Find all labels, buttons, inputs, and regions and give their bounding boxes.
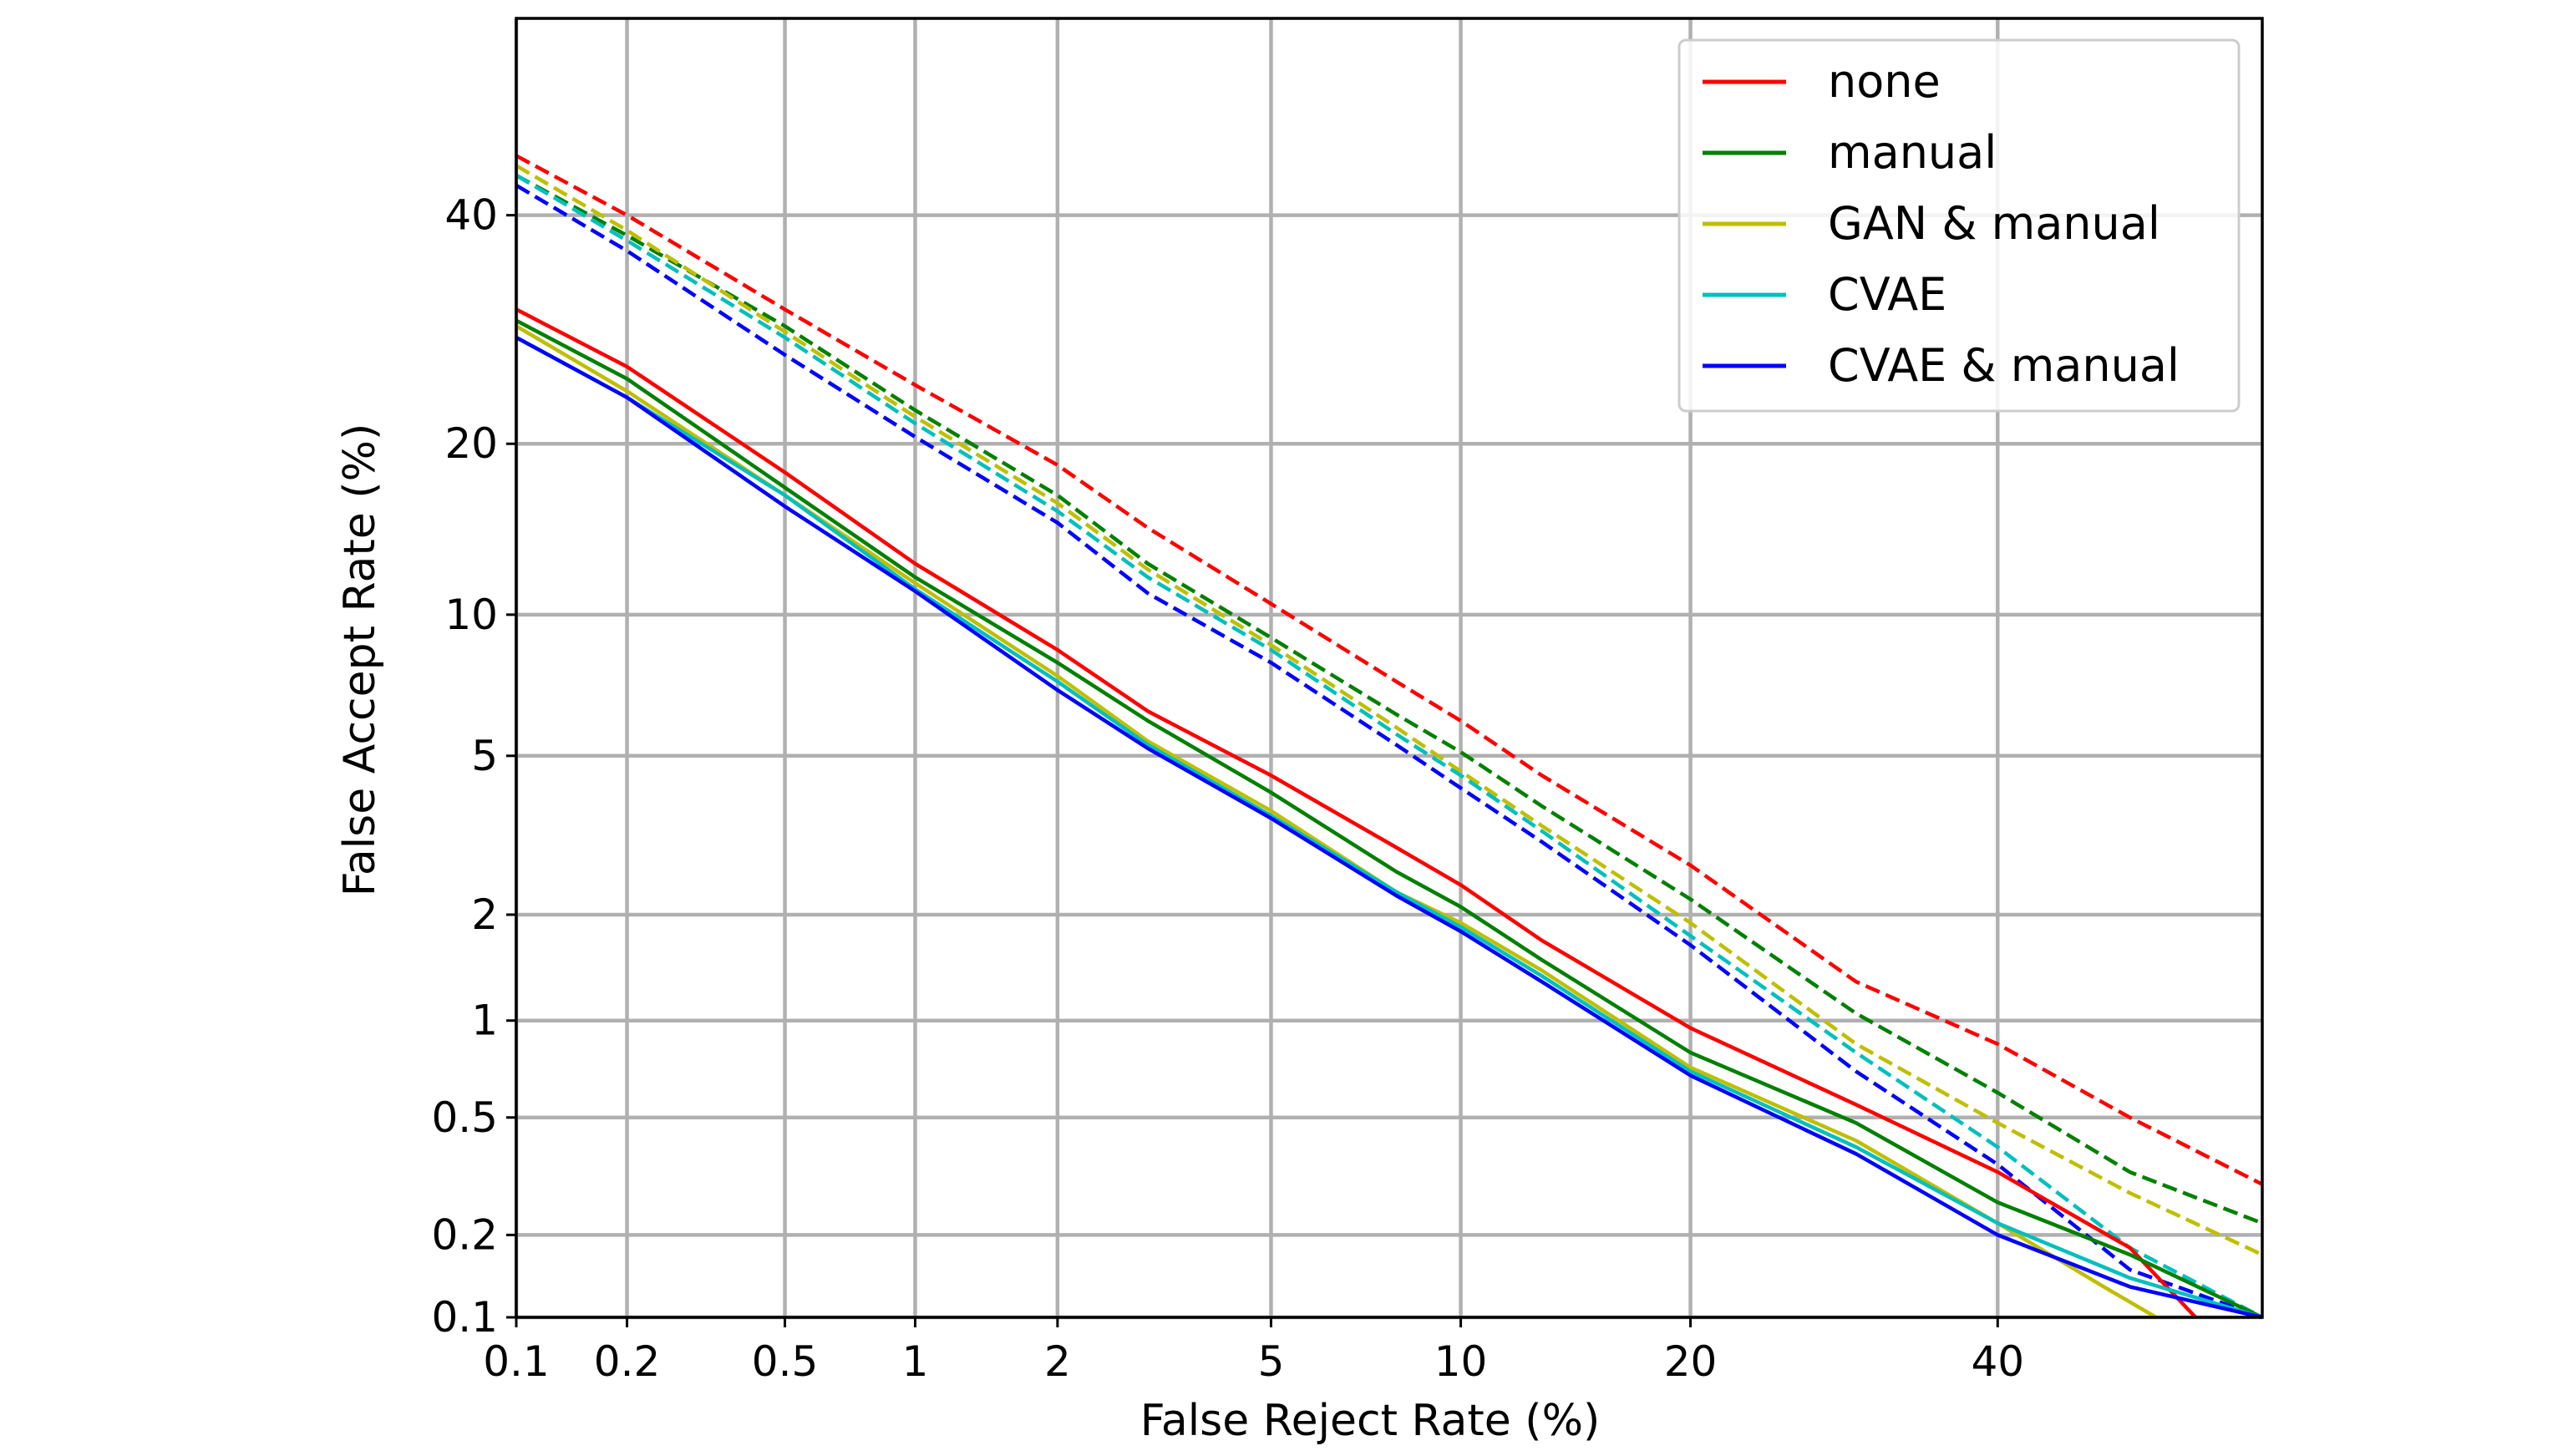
y-axis-title: False Accept Rate (%): [335, 424, 385, 897]
y-tick-label: 0.1: [431, 1293, 498, 1342]
series-line-manual-solid: [515, 318, 2263, 1320]
y-tick-label: 2: [471, 890, 498, 939]
x-axis-title: False Reject Rate (%): [1140, 1396, 1601, 1446]
y-tick-label: 0.2: [431, 1210, 498, 1259]
legend-box: [1677, 38, 2241, 413]
series-line-cvae-manual-solid: [515, 336, 2263, 1320]
series-line-none-solid: [515, 307, 2197, 1319]
plot-frame: [515, 17, 2264, 1319]
grid-lines: [514, 18, 2262, 1320]
y-axis-ticks: 0.1 0.2 0.5 1 2 5 10 20 40: [431, 191, 516, 1342]
legend-label: CVAE & manual: [1828, 339, 2180, 392]
y-tick-label: 40: [444, 191, 498, 240]
x-tick-label: 1: [902, 1337, 929, 1386]
x-tick-label: 0.2: [594, 1337, 661, 1386]
series-lines: [515, 154, 2264, 1320]
legend-label: CVAE: [1828, 268, 1946, 321]
series-line-cvae-solid: [515, 336, 2263, 1320]
y-tick-label: 20: [444, 419, 498, 468]
legend-label: manual: [1828, 126, 1997, 179]
series-line-gan-manual-solid: [515, 324, 2158, 1319]
y-tick-label: 10: [444, 591, 498, 639]
series-line-gan-manual-dashed: [515, 164, 2263, 1257]
legend: none manual GAN & manual CVAE CVAE & manual: [1677, 38, 2241, 413]
legend-label: none: [1828, 55, 1941, 108]
x-tick-label: 20: [1664, 1337, 1718, 1386]
x-axis-ticks: 0.1 0.2 0.5 1 2 5 10 20 40: [483, 1317, 2024, 1386]
series-line-cvae-dashed: [515, 174, 2264, 1319]
series-line-manual-dashed: [515, 174, 2263, 1225]
x-tick-label: 2: [1044, 1337, 1071, 1386]
x-tick-label: 10: [1434, 1337, 1488, 1386]
series-line-cvae-manual-dashed: [515, 183, 2263, 1320]
y-tick-label: 1: [471, 997, 498, 1045]
y-tick-label: 0.5: [431, 1093, 498, 1142]
y-tick-label: 5: [471, 732, 498, 780]
x-tick-label: 5: [1258, 1337, 1285, 1386]
legend-label: GAN & manual: [1828, 197, 2160, 250]
x-tick-label: 0.1: [483, 1337, 550, 1386]
x-tick-label: 0.5: [752, 1337, 819, 1386]
x-tick-label: 40: [1971, 1337, 2024, 1386]
series-line-none-dashed: [515, 154, 2264, 1186]
